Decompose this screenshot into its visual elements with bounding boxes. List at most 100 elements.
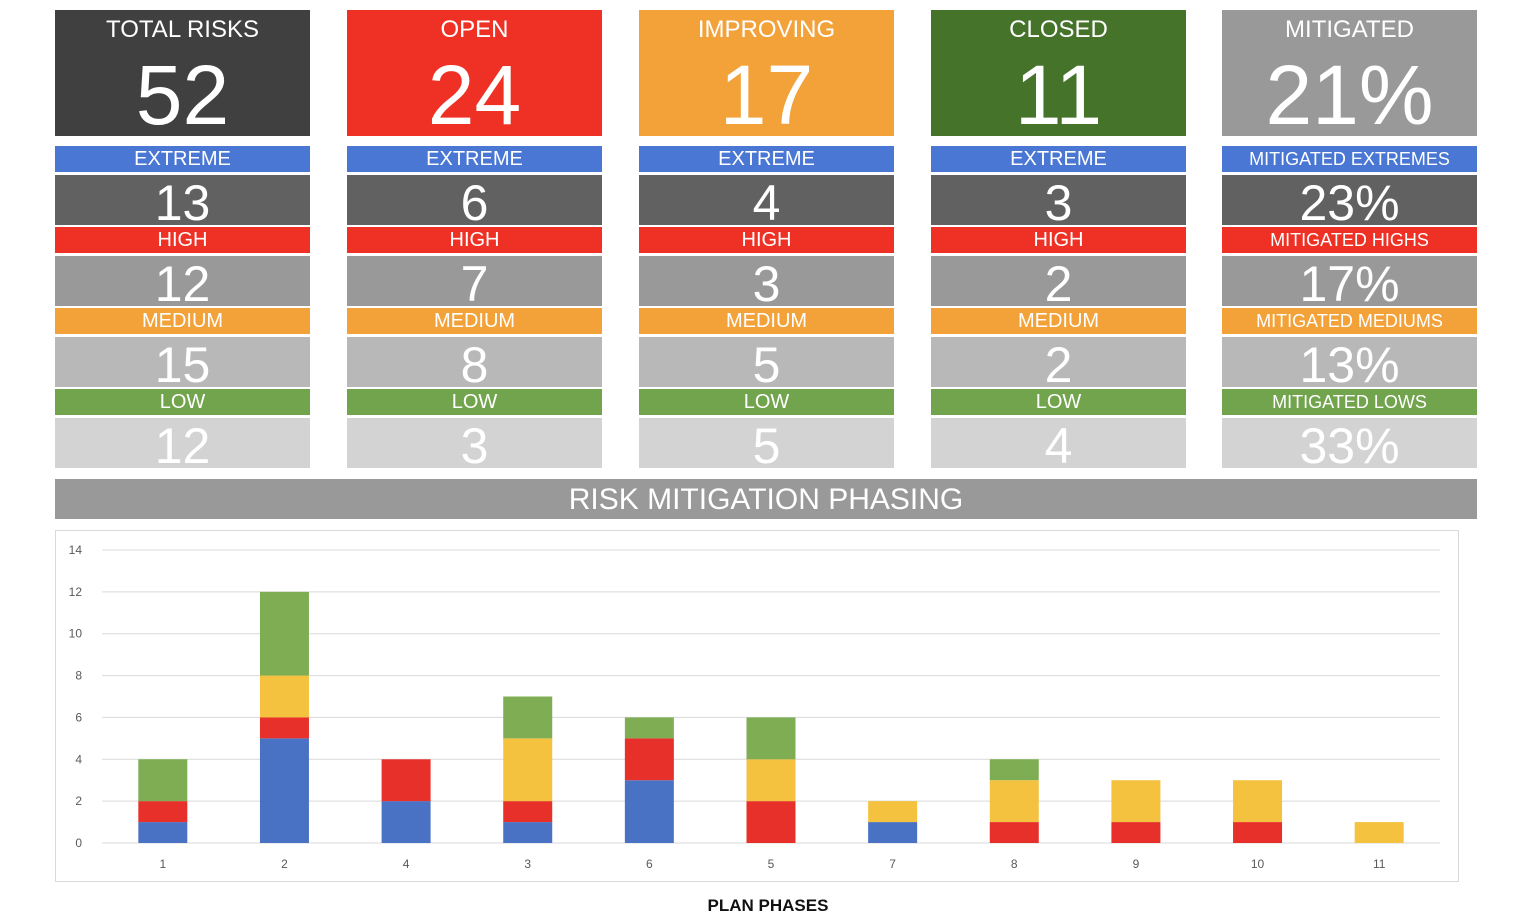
bar-segment bbox=[259, 717, 309, 739]
bar-segment bbox=[138, 759, 188, 802]
bar-segment bbox=[1354, 822, 1404, 843]
severity-label: HIGH bbox=[931, 227, 1186, 253]
severity-count: 3 bbox=[931, 175, 1186, 231]
bar-segment bbox=[868, 801, 918, 823]
card-title: IMPROVING bbox=[697, 16, 836, 43]
bar-segment bbox=[868, 822, 918, 843]
bar-segment bbox=[1233, 780, 1283, 823]
bar-segment bbox=[746, 801, 796, 843]
severity-count: 6 bbox=[347, 175, 602, 231]
bar-segment bbox=[381, 759, 431, 802]
severity-count: 15 bbox=[55, 337, 310, 393]
severity-label: EXTREME bbox=[639, 146, 894, 172]
card-total-risks: TOTAL RISKS 52 EXTREME 13 HIGH 12 MEDIUM 15 LOW 1… bbox=[55, 10, 310, 474]
bar-segment bbox=[1111, 822, 1161, 843]
card-total: 11 bbox=[1014, 48, 1103, 142]
severity-label: MEDIUM bbox=[347, 308, 602, 334]
bar-segment bbox=[259, 675, 309, 718]
bar-segment bbox=[746, 717, 796, 760]
severity-label: EXTREME bbox=[347, 146, 602, 172]
card-header: OPEN 24 bbox=[347, 10, 602, 140]
bar-segment bbox=[503, 738, 553, 802]
x-tick-label: 2 bbox=[281, 857, 288, 871]
bar-segment bbox=[138, 822, 188, 843]
severity-label: MEDIUM bbox=[639, 308, 894, 334]
bar-segment bbox=[989, 759, 1039, 781]
bar-segment bbox=[259, 591, 309, 676]
y-tick-label: 14 bbox=[69, 543, 83, 557]
bar-segment bbox=[1111, 780, 1161, 823]
card-closed: CLOSED 11 EXTREME 3 HIGH 2 MEDIUM 2 LOW 4 bbox=[931, 10, 1186, 474]
card-total: 52 bbox=[135, 48, 230, 142]
bar-segment bbox=[381, 801, 431, 843]
severity-count: 17% bbox=[1222, 256, 1477, 312]
severity-label: LOW bbox=[55, 389, 310, 415]
card-mitigated: MITIGATED 21% MITIGATED EXTREMES 23% MITIGAT… bbox=[1222, 10, 1477, 474]
severity-count: 4 bbox=[639, 175, 894, 231]
x-tick-label: 5 bbox=[768, 857, 775, 871]
phasing-header: RISK MITIGATION PHASING bbox=[55, 479, 1477, 519]
bar-segment bbox=[503, 801, 553, 823]
severity-count: 3 bbox=[639, 256, 894, 312]
severity-label: HIGH bbox=[639, 227, 894, 253]
severity-label: EXTREME bbox=[55, 146, 310, 172]
y-tick-label: 6 bbox=[75, 710, 82, 724]
x-tick-label: 11 bbox=[1373, 857, 1386, 871]
severity-label: MITIGATED HIGHS bbox=[1222, 227, 1477, 253]
severity-label: LOW bbox=[931, 389, 1186, 415]
card-title: CLOSED bbox=[1009, 16, 1108, 43]
severity-label: LOW bbox=[639, 389, 894, 415]
bar-segment bbox=[503, 696, 553, 739]
bar-segment bbox=[138, 801, 188, 823]
severity-count: 33% bbox=[1222, 418, 1477, 474]
y-tick-label: 2 bbox=[75, 794, 82, 808]
severity-count: 23% bbox=[1222, 175, 1477, 231]
severity-label: MITIGATED EXTREMES bbox=[1222, 146, 1477, 172]
severity-count: 8 bbox=[347, 337, 602, 393]
bar-segment bbox=[1233, 822, 1283, 843]
y-tick-label: 0 bbox=[75, 836, 82, 850]
severity-count: 12 bbox=[55, 418, 310, 474]
severity-count: 2 bbox=[931, 337, 1186, 393]
severity-count: 7 bbox=[347, 256, 602, 312]
x-tick-label: 7 bbox=[889, 857, 896, 871]
severity-label: HIGH bbox=[55, 227, 310, 253]
x-tick-label: 1 bbox=[159, 857, 166, 871]
bar-segment bbox=[989, 822, 1039, 843]
severity-count: 5 bbox=[639, 418, 894, 474]
card-total: 21% bbox=[1265, 48, 1434, 142]
bar-segment bbox=[624, 738, 674, 781]
x-tick-label: 6 bbox=[646, 857, 653, 871]
x-axis-title: PLAN PHASES bbox=[707, 896, 829, 915]
y-tick-label: 12 bbox=[69, 585, 83, 599]
severity-count: 12 bbox=[55, 256, 310, 312]
chart-frame: 0 2 4 6 8 10 12 14 1 2 4 3 6 5 7 8 9 10 11 bbox=[55, 530, 1459, 882]
card-total: 24 bbox=[427, 48, 522, 142]
bar-segment bbox=[503, 822, 553, 843]
severity-count: 3 bbox=[347, 418, 602, 474]
severity-count: 13 bbox=[55, 175, 310, 231]
bar-segment bbox=[989, 780, 1039, 823]
card-header: MITIGATED 21% bbox=[1222, 10, 1477, 140]
severity-count: 5 bbox=[639, 337, 894, 393]
card-improving: IMPROVING 17 EXTREME 4 HIGH 3 MEDIUM 5 LOW 5 bbox=[639, 10, 894, 474]
y-tick-label: 8 bbox=[75, 669, 82, 683]
severity-label: LOW bbox=[347, 389, 602, 415]
severity-label: MITIGATED LOWS bbox=[1222, 389, 1477, 415]
x-tick-label: 9 bbox=[1133, 857, 1140, 871]
y-tick-label: 4 bbox=[75, 752, 82, 766]
card-header: IMPROVING 17 bbox=[639, 10, 894, 140]
severity-label: HIGH bbox=[347, 227, 602, 253]
severity-label: MEDIUM bbox=[931, 308, 1186, 334]
card-title: MITIGATED bbox=[1285, 16, 1414, 43]
severity-count: 4 bbox=[931, 418, 1186, 474]
severity-count: 2 bbox=[931, 256, 1186, 312]
card-header: CLOSED 11 bbox=[931, 10, 1186, 140]
card-total: 17 bbox=[719, 48, 814, 142]
severity-label: EXTREME bbox=[931, 146, 1186, 172]
x-tick-label: 10 bbox=[1251, 857, 1265, 871]
severity-label: MEDIUM bbox=[55, 308, 310, 334]
x-tick-label: 4 bbox=[403, 857, 410, 871]
card-open: OPEN 24 EXTREME 6 HIGH 7 MEDIUM 8 LOW 3 bbox=[347, 10, 602, 474]
